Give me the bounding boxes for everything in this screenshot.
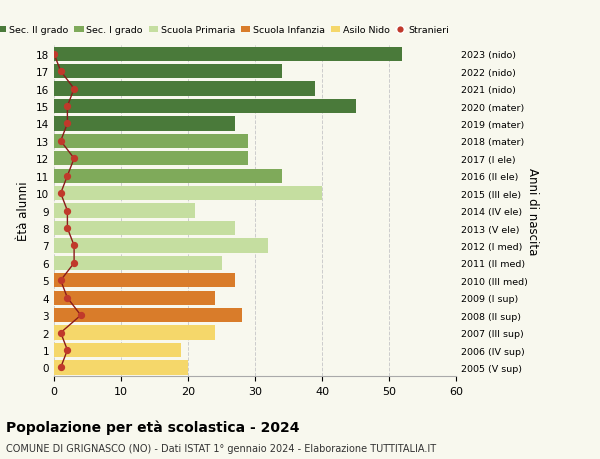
Bar bbox=[54, 152, 248, 166]
Legend: Sec. II grado, Sec. I grado, Scuola Primaria, Scuola Infanzia, Asilo Nido, Stran: Sec. II grado, Sec. I grado, Scuola Prim… bbox=[0, 22, 452, 39]
Bar bbox=[54, 291, 215, 305]
Point bbox=[56, 329, 65, 336]
Point bbox=[69, 242, 79, 250]
Bar bbox=[54, 256, 221, 270]
Y-axis label: Ètà alunni: Ètà alunni bbox=[17, 181, 31, 241]
Bar bbox=[54, 187, 322, 201]
Bar bbox=[54, 308, 242, 323]
Bar bbox=[54, 239, 268, 253]
Bar bbox=[54, 134, 248, 149]
Point bbox=[56, 190, 65, 197]
Point bbox=[62, 103, 72, 111]
Bar bbox=[54, 117, 235, 131]
Point bbox=[56, 138, 65, 145]
Point bbox=[56, 68, 65, 76]
Bar bbox=[54, 204, 195, 218]
Bar bbox=[54, 100, 355, 114]
Bar bbox=[54, 65, 282, 79]
Point bbox=[49, 51, 59, 58]
Bar bbox=[54, 326, 215, 340]
Bar bbox=[54, 274, 235, 288]
Point bbox=[69, 155, 79, 162]
Point bbox=[62, 207, 72, 215]
Point bbox=[62, 225, 72, 232]
Bar bbox=[54, 343, 181, 358]
Bar bbox=[54, 82, 316, 96]
Point bbox=[69, 86, 79, 93]
Point bbox=[62, 347, 72, 354]
Bar bbox=[54, 221, 235, 235]
Bar bbox=[54, 169, 282, 184]
Point bbox=[62, 121, 72, 128]
Point bbox=[62, 294, 72, 302]
Point bbox=[69, 260, 79, 267]
Point bbox=[56, 364, 65, 371]
Bar bbox=[54, 361, 188, 375]
Point bbox=[56, 277, 65, 285]
Point bbox=[76, 312, 86, 319]
Text: Popolazione per età scolastica - 2024: Popolazione per età scolastica - 2024 bbox=[6, 420, 299, 435]
Text: COMUNE DI GRIGNASCO (NO) - Dati ISTAT 1° gennaio 2024 - Elaborazione TUTTITALIA.: COMUNE DI GRIGNASCO (NO) - Dati ISTAT 1°… bbox=[6, 443, 436, 453]
Point bbox=[62, 173, 72, 180]
Y-axis label: Anni di nascita: Anni di nascita bbox=[526, 168, 539, 255]
Bar bbox=[54, 47, 403, 62]
